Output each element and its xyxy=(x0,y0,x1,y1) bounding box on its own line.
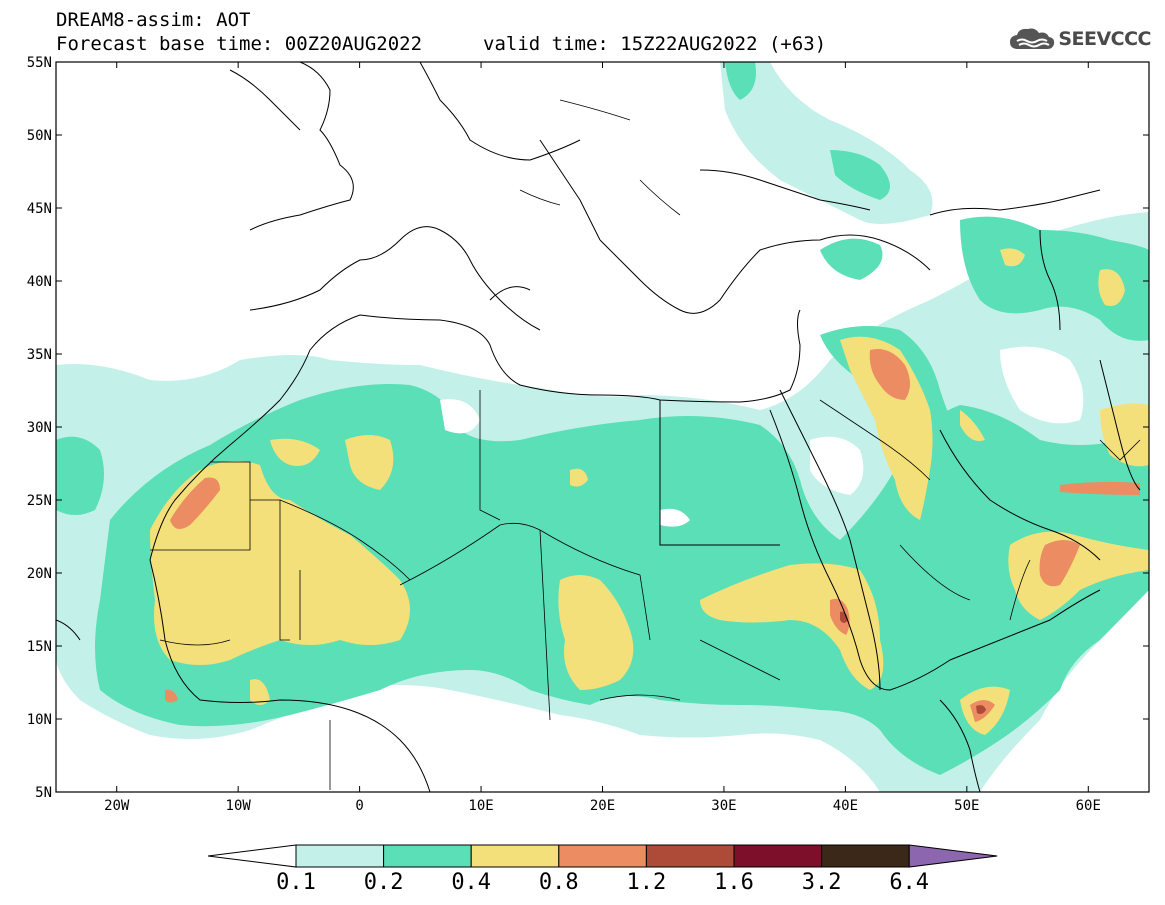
lon-tick-label: 50E xyxy=(954,798,979,814)
colorbar-label: 1.6 xyxy=(714,870,754,895)
lon-tick-label: 10W xyxy=(226,798,252,814)
brand-name: SEEVCCC xyxy=(1058,28,1151,50)
latitude-axis: 55N 50N 45N 40N 35N 30N 25N 20N 15N 10N 5N xyxy=(27,55,1149,801)
colorbar-swatch xyxy=(821,844,910,868)
map-title: DREAM8-assim: AOT xyxy=(56,9,251,31)
colorbar xyxy=(207,844,998,868)
cloud-logo-icon xyxy=(1010,28,1055,49)
colorbar-swatch xyxy=(295,844,385,868)
aot-clear-areas xyxy=(440,346,1084,527)
colorbar-label: 6.4 xyxy=(889,870,930,895)
valid-time: valid time: 15Z22AUG2022 (+63) xyxy=(483,33,827,55)
lon-tick-label: 20E xyxy=(590,798,615,814)
colorbar-label: 0.4 xyxy=(451,870,492,895)
longitude-axis: 20W 10W 0 10E 20E 30E 40E 50E 60E xyxy=(104,62,1101,814)
aot-band-1.2 xyxy=(840,611,986,714)
lat-tick-label: 20N xyxy=(27,566,52,582)
colorbar-swatch xyxy=(733,844,823,868)
colorbar-over-arrow xyxy=(908,844,998,868)
lon-tick-label: 40E xyxy=(833,798,858,814)
lat-tick-label: 55N xyxy=(27,55,52,71)
lon-tick-label: 10E xyxy=(468,798,493,814)
lat-tick-label: 10N xyxy=(27,712,52,728)
lat-tick-label: 50N xyxy=(27,128,52,144)
lat-tick-label: 5N xyxy=(35,785,52,801)
colorbar-label: 3.2 xyxy=(801,870,842,895)
colorbar-label: 0.8 xyxy=(538,870,579,895)
lat-tick-label: 25N xyxy=(27,493,52,509)
lon-tick-label: 60E xyxy=(1076,798,1101,814)
base-time: Forecast base time: 00Z20AUG2022 xyxy=(56,33,423,55)
colorbar-swatch xyxy=(470,844,560,868)
colorbar-label: 1.2 xyxy=(626,870,667,895)
lat-tick-label: 45N xyxy=(27,201,52,217)
colorbar-swatch xyxy=(383,844,472,868)
forecast-times: Forecast base time: 00Z20AUG2022 valid ti… xyxy=(56,33,826,55)
lat-tick-label: 40N xyxy=(27,274,52,290)
aot-band-0.8 xyxy=(165,349,1140,722)
lat-tick-label: 30N xyxy=(27,420,52,436)
colorbar-label: 0.1 xyxy=(276,870,316,895)
colorbar-under-arrow xyxy=(207,844,297,868)
lat-tick-label: 35N xyxy=(27,347,52,363)
lon-tick-label: 20W xyxy=(104,798,130,814)
country-borders xyxy=(150,99,1141,790)
colorbar-swatch xyxy=(558,844,647,868)
brand-logo: SEEVCCC xyxy=(1009,26,1151,52)
lat-tick-label: 15N xyxy=(27,639,52,655)
lon-tick-label: 0 xyxy=(355,798,363,814)
coastlines xyxy=(56,62,1141,792)
colorbar-label: 0.2 xyxy=(363,870,404,895)
colorbar-swatch xyxy=(645,844,735,868)
lon-tick-label: 30E xyxy=(711,798,736,814)
